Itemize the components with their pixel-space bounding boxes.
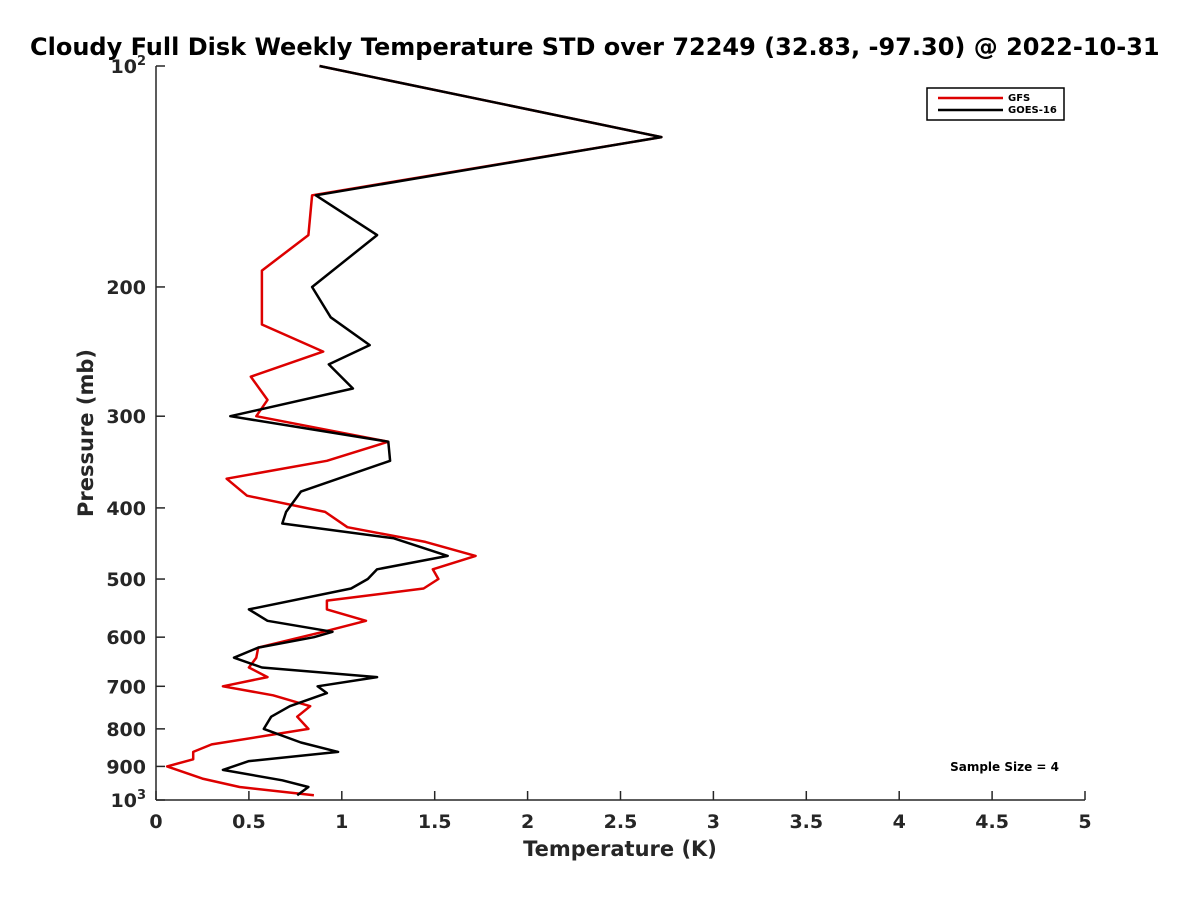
series-line-gfs (165, 64, 663, 797)
plot-area: 0 0.5 1 1.5 2 2.5 3 3.5 4 4.5 5 102 200 300 400 500 600… (106, 54, 1091, 833)
x-tick-label: 4 (893, 811, 906, 833)
series-lines (165, 64, 663, 797)
x-ticks: 0 0.5 1 1.5 2 2.5 3 3.5 4 4.5 5 (149, 791, 1092, 833)
legend-box (926, 87, 1065, 121)
x-tick-label: 1.5 (418, 811, 452, 833)
y-axis-label: Pressure (mb) (74, 349, 98, 517)
x-tick-label: 1 (335, 811, 348, 833)
legend-label-gfs: GFS (1008, 93, 1030, 104)
y-tick-label: 300 (106, 406, 146, 428)
legend: GFS GOES-16 (926, 87, 1065, 121)
y-ticks: 102 200 300 400 500 600 700 800 900 103 (106, 54, 165, 812)
x-tick-label: 2.5 (604, 811, 638, 833)
chart-title: Cloudy Full Disk Weekly Temperature STD … (30, 33, 1160, 61)
x-tick-label: 2 (521, 811, 534, 833)
x-tick-label: 3.5 (789, 811, 823, 833)
y-tick-label: 103 (111, 788, 147, 812)
y-tick-label: 700 (106, 676, 146, 698)
x-tick-label: 3 (707, 811, 720, 833)
y-tick-label: 800 (106, 719, 146, 741)
y-tick-label: 400 (106, 498, 146, 520)
series-line-goes16 (221, 64, 663, 797)
y-tick-label: 500 (106, 569, 146, 591)
y-tick-label: 200 (106, 277, 146, 299)
x-axis-label: Temperature (K) (523, 837, 717, 861)
y-tick-label: 600 (106, 627, 146, 649)
y-tick-label: 900 (106, 756, 146, 778)
y-tick-label: 102 (111, 54, 147, 78)
x-tick-label: 0.5 (232, 811, 266, 833)
x-tick-label: 4.5 (975, 811, 1009, 833)
sample-size-annotation: Sample Size = 4 (950, 760, 1059, 774)
x-tick-label: 0 (149, 811, 162, 833)
legend-label-goes16: GOES-16 (1008, 105, 1057, 116)
x-tick-label: 5 (1078, 811, 1091, 833)
